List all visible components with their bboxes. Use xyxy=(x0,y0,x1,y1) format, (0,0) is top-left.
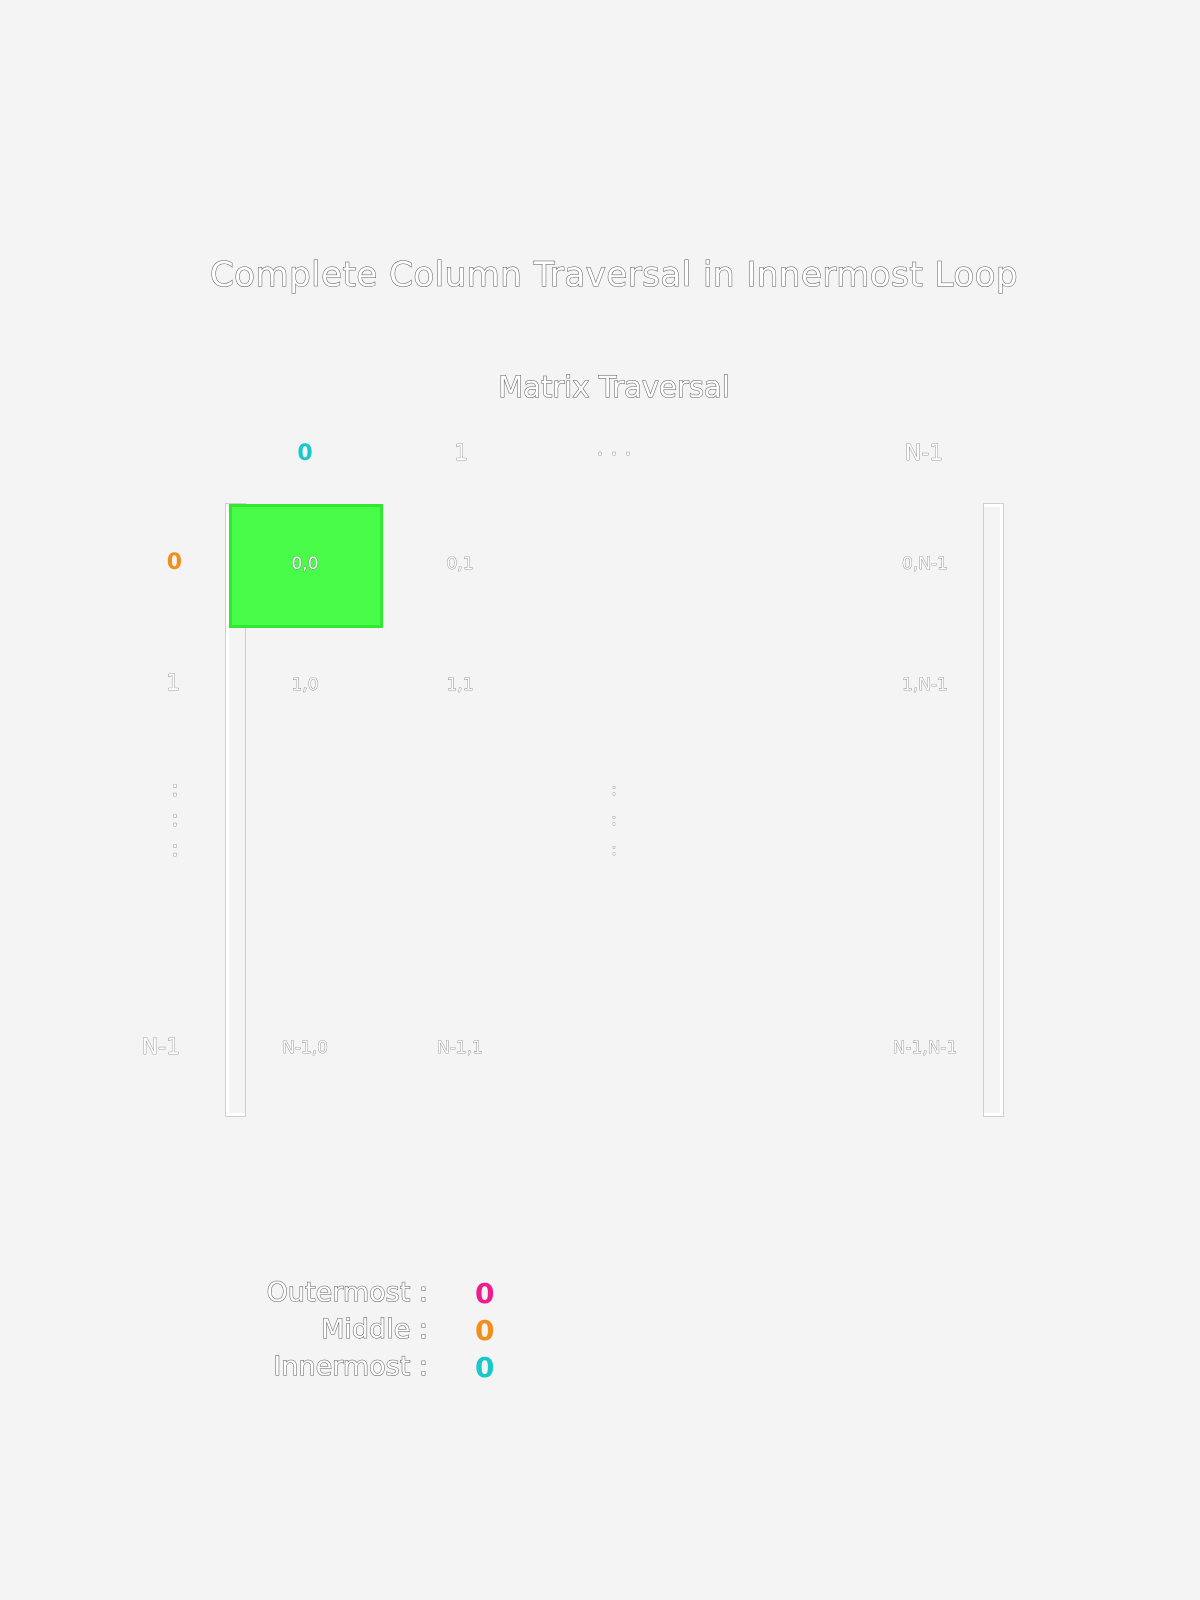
legend-outermost-value: 0 xyxy=(475,1277,495,1310)
legend-outermost-label: Outermost : xyxy=(266,1277,428,1309)
legend-innermost-label: Innermost : xyxy=(273,1351,429,1383)
cell-last-0: N-1,0 xyxy=(282,1038,328,1059)
middle-ellipsis: : : : xyxy=(611,780,617,861)
cell-0-1: 0,1 xyxy=(446,554,474,575)
matrix-title: Matrix Traversal xyxy=(498,370,731,405)
row-header-1: 1 xyxy=(166,671,181,697)
row-header-0: 0 xyxy=(166,550,182,575)
cell-1-0: 1,0 xyxy=(291,675,319,696)
matrix-right-bracket xyxy=(984,504,1003,1116)
legend-middle-value: 0 xyxy=(475,1314,495,1347)
page-title: Complete Column Traversal in Innermost L… xyxy=(209,255,1019,296)
cell-last-last: N-1,N-1 xyxy=(892,1038,958,1059)
column-header-last: N-1 xyxy=(904,441,944,467)
active-cell-highlight xyxy=(229,504,383,628)
cell-1-1: 1,1 xyxy=(446,675,474,696)
row-header-ellipsis: : : : xyxy=(171,777,179,863)
row-header-last: N-1 xyxy=(141,1035,180,1061)
legend-middle-label: Middle : xyxy=(321,1314,429,1346)
column-header-ellipsis: . . . xyxy=(596,436,632,462)
cell-0-0: 0,0 xyxy=(291,554,319,575)
column-header-0: 0 xyxy=(297,441,313,466)
legend-innermost-value: 0 xyxy=(475,1351,495,1384)
cell-last-1: N-1,1 xyxy=(437,1038,483,1059)
cell-0-last: 0,N-1 xyxy=(902,554,948,575)
cell-1-last: 1,N-1 xyxy=(902,675,948,696)
column-header-1: 1 xyxy=(454,441,469,467)
